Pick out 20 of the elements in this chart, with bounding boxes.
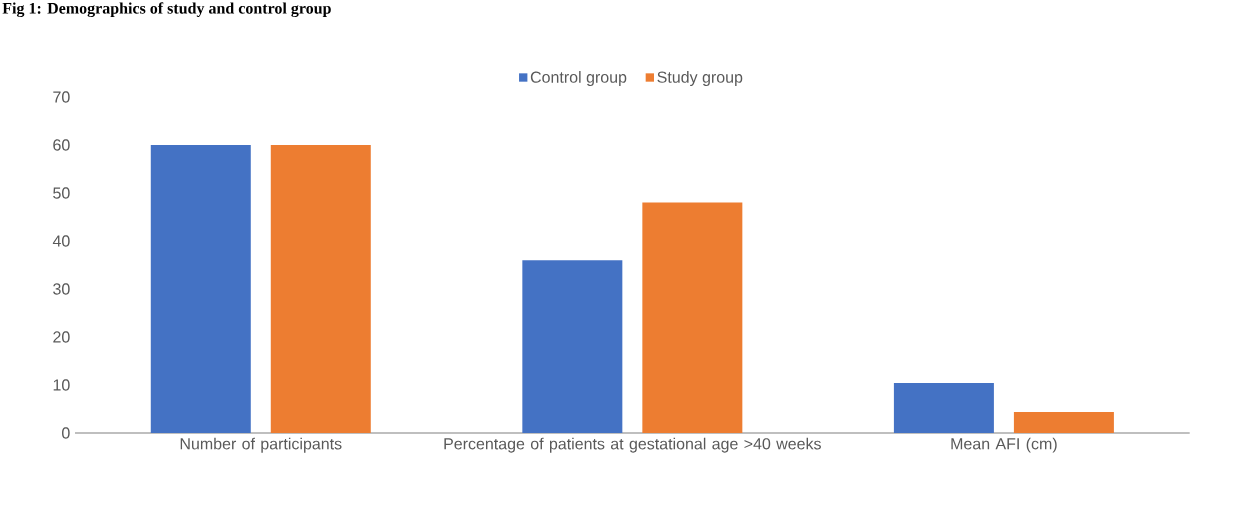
y-tick-label: 40: [52, 235, 70, 247]
bar: [150, 145, 251, 433]
bar: [1013, 411, 1114, 433]
x-tick-label: Mean AFI (cm): [951, 437, 1057, 453]
x-tick-label: Number of participants: [180, 437, 342, 453]
x-tick-label: Percentage of patients at gestational age >40 weeks: [444, 437, 821, 453]
y-tick-label: 20: [53, 331, 70, 343]
chart-title: Fig 1: Demographics of study and control group: [2, 2, 331, 18]
y-tick-label: 0: [62, 427, 70, 439]
y-tick-label: 70: [53, 91, 70, 103]
bar: [522, 260, 623, 433]
y-tick-label: 50: [53, 187, 70, 199]
legend-label: Control group: [530, 71, 627, 87]
bar: [270, 145, 371, 433]
legend-label: Study group: [657, 71, 743, 87]
y-tick-label: 10: [53, 379, 70, 391]
y-tick-label: 60: [53, 139, 70, 151]
bar: [893, 383, 994, 433]
bar: [642, 202, 743, 433]
y-tick-label: 30: [53, 283, 70, 295]
